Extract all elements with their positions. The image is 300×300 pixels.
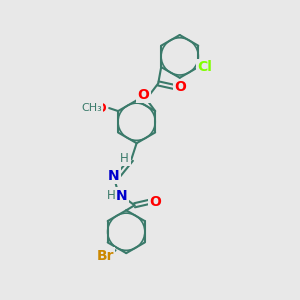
Text: Br: Br [96,249,114,262]
Text: O: O [137,88,149,102]
Text: N: N [108,169,119,183]
Text: N: N [116,189,128,203]
Text: H: H [120,152,129,164]
Text: H: H [107,189,116,202]
Text: O: O [174,80,186,94]
Text: CH₃: CH₃ [81,103,102,113]
Text: Cl: Cl [197,60,212,74]
Text: O: O [96,102,106,115]
Text: O: O [149,195,161,209]
